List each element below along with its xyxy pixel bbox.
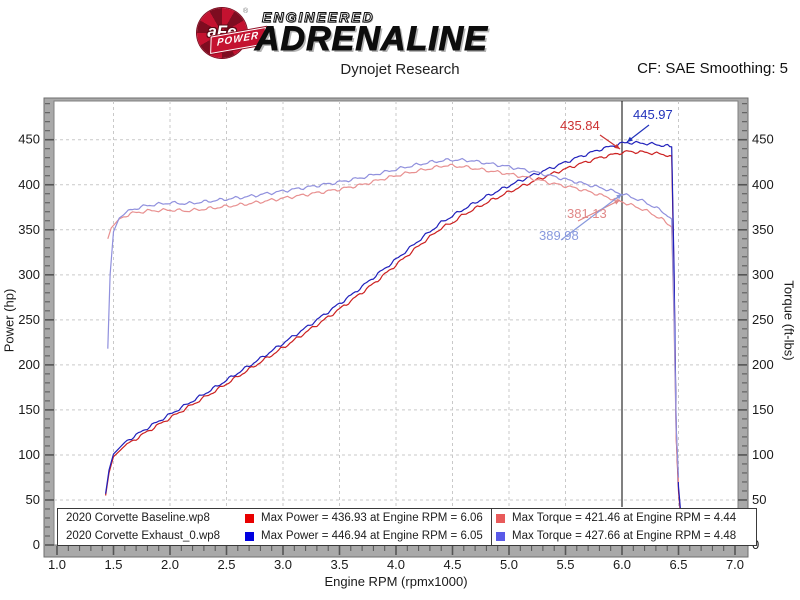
legend-max-power: Max Power = 436.93 at Engine RPM = 6.06 bbox=[261, 512, 483, 524]
svg-text:250: 250 bbox=[752, 312, 774, 327]
power-swatch-icon bbox=[245, 531, 254, 541]
svg-text:350: 350 bbox=[752, 222, 774, 237]
svg-text:6.0: 6.0 bbox=[613, 557, 631, 572]
smoothing-label: CF: SAE Smoothing: 5 bbox=[637, 60, 788, 77]
svg-text:400: 400 bbox=[752, 177, 774, 192]
svg-text:0: 0 bbox=[33, 537, 40, 552]
svg-text:100: 100 bbox=[18, 447, 40, 462]
callout-exhaust-torque-value: 389.98 bbox=[539, 228, 579, 243]
legend-max-torque-row: Max Torque = 421.46 at Engine RPM = 4.44 bbox=[491, 509, 756, 527]
svg-text:400: 400 bbox=[18, 177, 40, 192]
legend-max-power: Max Power = 446.94 at Engine RPM = 6.05 bbox=[261, 530, 483, 542]
svg-text:50: 50 bbox=[26, 492, 40, 507]
svg-text:50: 50 bbox=[752, 492, 766, 507]
power-swatch-icon bbox=[245, 513, 254, 523]
torque-swatch-icon bbox=[496, 513, 505, 523]
svg-text:250: 250 bbox=[18, 312, 40, 327]
svg-text:450: 450 bbox=[752, 132, 774, 147]
svg-text:1.0: 1.0 bbox=[48, 557, 66, 572]
callout-baseline-power-value: 435.84 bbox=[560, 118, 600, 133]
svg-text:200: 200 bbox=[18, 357, 40, 372]
legend-box: 2020 Corvette Baseline.wp8 Max Power = 4… bbox=[57, 508, 757, 546]
engineered-text: ENGINEERED bbox=[262, 9, 375, 26]
svg-text:7.0: 7.0 bbox=[726, 557, 744, 572]
svg-text:5.0: 5.0 bbox=[500, 557, 518, 572]
legend-run-name[interactable]: 2020 Corvette Baseline.wp8 bbox=[66, 512, 210, 524]
chart-title: Dynojet Research bbox=[340, 61, 460, 78]
svg-text:4.0: 4.0 bbox=[387, 557, 405, 572]
svg-text:3.0: 3.0 bbox=[274, 557, 292, 572]
svg-text:100: 100 bbox=[752, 447, 774, 462]
callout-baseline-torque-value: 381.13 bbox=[567, 206, 607, 221]
axis-ticks bbox=[45, 103, 747, 555]
svg-text:2.5: 2.5 bbox=[217, 557, 235, 572]
y-axis-title-power: Power (hp) bbox=[1, 288, 17, 353]
svg-text:450: 450 bbox=[18, 132, 40, 147]
svg-text:2.0: 2.0 bbox=[161, 557, 179, 572]
x-tick-labels: 1.0 1.5 2.0 2.5 3.0 3.5 4.0 4.5 5.0 5.5 6.0 6.5 7.0 bbox=[48, 557, 744, 572]
legend-run-name[interactable]: 2020 Corvette Exhaust_0.wp8 bbox=[66, 530, 221, 542]
curve-baseline-power bbox=[105, 150, 682, 519]
legend-max-power-row: Max Power = 446.94 at Engine RPM = 6.05 bbox=[241, 527, 491, 545]
registered-mark: ® bbox=[243, 8, 249, 15]
svg-text:200: 200 bbox=[752, 357, 774, 372]
svg-text:300: 300 bbox=[752, 267, 774, 282]
legend-max-torque-row: Max Torque = 427.66 at Engine RPM = 4.48 bbox=[491, 527, 756, 545]
x-axis-title: Engine RPM (rpmx1000) bbox=[324, 574, 468, 589]
curve-baseline-torque bbox=[107, 163, 680, 483]
legend-max-power-row: Max Power = 436.93 at Engine RPM = 6.06 bbox=[241, 509, 491, 527]
grid-lines bbox=[54, 101, 738, 545]
svg-text:4.5: 4.5 bbox=[443, 557, 461, 572]
curve-exhaust-power bbox=[105, 140, 682, 514]
svg-text:300: 300 bbox=[18, 267, 40, 282]
svg-text:150: 150 bbox=[18, 402, 40, 417]
svg-text:6.5: 6.5 bbox=[669, 557, 687, 572]
y-tick-labels-left: 0 50 100 150 200 250 300 350 400 450 bbox=[18, 132, 40, 552]
svg-text:150: 150 bbox=[752, 402, 774, 417]
svg-text:5.5: 5.5 bbox=[556, 557, 574, 572]
legend-max-torque: Max Torque = 421.46 at Engine RPM = 4.44 bbox=[512, 512, 737, 524]
callout-exhaust-power-value: 445.97 bbox=[633, 107, 673, 122]
y-axis-title-torque: Torque (ft-lbs) bbox=[781, 280, 797, 361]
legend-max-torque: Max Torque = 427.66 at Engine RPM = 4.48 bbox=[512, 530, 737, 542]
torque-swatch-icon bbox=[496, 531, 505, 541]
svg-text:1.5: 1.5 bbox=[104, 557, 122, 572]
curve-exhaust-torque bbox=[107, 157, 680, 478]
callout-arrows bbox=[560, 124, 650, 241]
adrenaline-text: ADRENALINE bbox=[255, 20, 488, 59]
svg-text:3.5: 3.5 bbox=[330, 557, 348, 572]
svg-text:350: 350 bbox=[18, 222, 40, 237]
